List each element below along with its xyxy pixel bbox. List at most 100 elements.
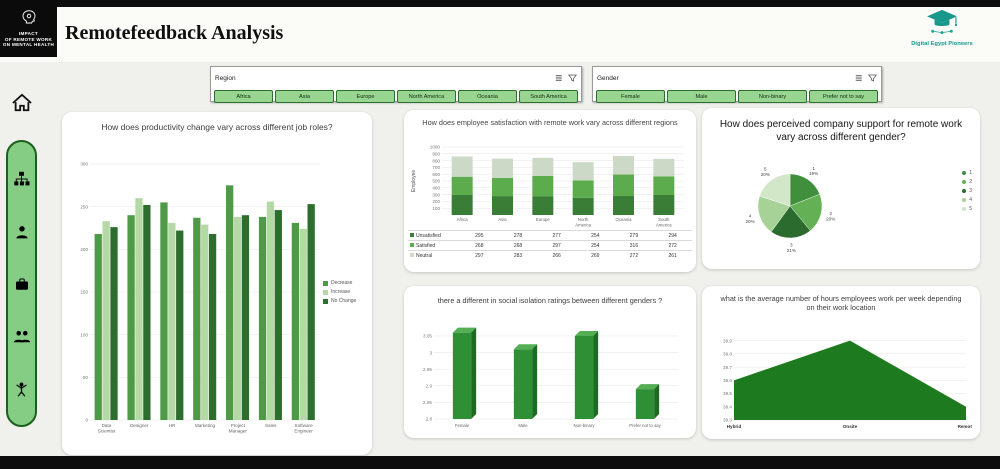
svg-text:800: 800 (432, 158, 440, 163)
stacked-segment[interactable] (492, 158, 513, 178)
region-slicer-options: Africa Asia Europe North America Oceania Sout… (211, 88, 581, 106)
stacked-segment[interactable] (492, 196, 513, 215)
legend-item[interactable]: No Change (323, 298, 369, 304)
pie-slice[interactable] (757, 195, 791, 233)
bar3d-svg: 2.8 2.85 2.9 2.95 3 3.05 Female Male Non-binary P… (423, 327, 678, 428)
stacked-segment[interactable] (653, 176, 675, 196)
legend-item[interactable]: 3 (962, 188, 972, 194)
person-icon[interactable] (14, 224, 30, 240)
svg-text:100: 100 (432, 206, 440, 211)
bar[interactable] (299, 228, 307, 420)
org-chart-icon[interactable] (13, 171, 30, 187)
bar[interactable] (266, 201, 275, 420)
briefcase-icon[interactable] (14, 277, 30, 292)
bar3d[interactable] (452, 332, 472, 419)
bar[interactable] (110, 227, 118, 420)
svg-text:321%: 3 21% (787, 242, 796, 252)
svg-text:700: 700 (432, 165, 440, 170)
stacked-segment[interactable] (613, 196, 634, 215)
svg-text:Sales: Sales (265, 423, 277, 428)
legend-item[interactable]: 4 (962, 197, 972, 203)
slicer-option-oceania[interactable]: Oceania (458, 90, 517, 103)
bar[interactable] (208, 233, 217, 420)
svg-text:3: 3 (429, 350, 432, 355)
bar[interactable] (193, 217, 201, 420)
bar[interactable] (168, 222, 176, 420)
svg-text:150: 150 (80, 290, 88, 295)
svg-text:520%: 5 20% (761, 167, 770, 177)
stacked-segment[interactable] (451, 194, 473, 215)
slicer-option-asia[interactable]: Asia (275, 90, 334, 103)
slicer-menu-icon[interactable] (555, 69, 564, 87)
pie-slice[interactable] (789, 193, 823, 231)
team-icon[interactable] (13, 329, 31, 344)
bar[interactable] (127, 215, 135, 420)
bar[interactable] (201, 224, 209, 420)
bar[interactable] (258, 216, 267, 420)
bar3d[interactable] (513, 349, 533, 419)
svg-text:Europe: Europe (536, 217, 550, 222)
bar[interactable] (226, 185, 234, 420)
stacked-segment[interactable] (451, 176, 473, 195)
area-shape[interactable] (734, 340, 966, 420)
bar[interactable] (102, 221, 110, 420)
bar[interactable] (233, 216, 242, 420)
bar[interactable] (94, 233, 102, 420)
pie-slice[interactable] (789, 173, 821, 207)
bar3d[interactable] (574, 335, 594, 419)
clear-filter-icon[interactable] (867, 69, 878, 87)
legend-item[interactable]: Decrease (323, 280, 369, 286)
bar[interactable] (160, 202, 168, 420)
bar[interactable] (274, 210, 282, 420)
stacked-segment[interactable] (532, 196, 554, 215)
stacked-segment[interactable] (532, 157, 554, 176)
svg-text:Male: Male (518, 423, 528, 428)
stacked-segment[interactable] (653, 195, 675, 215)
stacked-segment[interactable] (653, 158, 675, 177)
slicer-option-africa[interactable]: Africa (214, 90, 273, 103)
bar[interactable] (307, 204, 315, 420)
bar[interactable] (241, 215, 250, 420)
satisfaction-table: Unsatisfied 295 278 277 254 279 294 Satisfied 26… (408, 230, 692, 260)
bar[interactable] (135, 198, 143, 420)
clear-filter-icon[interactable] (567, 69, 578, 87)
svg-text:39.8: 39.8 (723, 352, 732, 357)
wellbeing-icon[interactable] (14, 381, 29, 397)
svg-text:Oceania: Oceania (615, 217, 632, 222)
stacked-segment[interactable] (613, 174, 634, 197)
hours-area-chart: 39.3 39.4 39.5 39.6 39.7 39.8 39.9 Hybrid Onsite… (710, 332, 975, 432)
legend-item[interactable]: 5 (962, 206, 972, 212)
stacked-segment[interactable] (532, 175, 554, 197)
bar[interactable] (143, 204, 151, 420)
slicer-menu-icon[interactable] (855, 69, 864, 87)
stacked-segment[interactable] (572, 197, 594, 215)
pie-slice[interactable] (759, 173, 791, 207)
bar[interactable] (176, 230, 184, 420)
region-slicer: Region Africa Asia Europe North America Ocea… (210, 66, 582, 103)
slicer-option-prefer-not-to-say[interactable]: Prefer not to say (809, 90, 878, 103)
svg-text:250: 250 (80, 204, 88, 209)
slicer-option-south-america[interactable]: South America (519, 90, 578, 103)
slicer-option-north-america[interactable]: North America (397, 90, 456, 103)
home-icon[interactable] (11, 93, 33, 118)
legend-item[interactable]: 2 (962, 179, 972, 185)
slicer-option-male[interactable]: Male (667, 90, 736, 103)
slicer-option-europe[interactable]: Europe (336, 90, 395, 103)
svg-text:1000: 1000 (430, 145, 441, 150)
stacked-segment[interactable] (613, 156, 634, 175)
bar[interactable] (291, 222, 300, 420)
slicer-option-female[interactable]: Female (596, 90, 665, 103)
pie-slice[interactable] (770, 205, 811, 239)
stacked-segment[interactable] (451, 156, 473, 177)
legend-item[interactable]: 1 (962, 170, 972, 176)
satisfaction-chart-card: How does employee satisfaction with remo… (404, 110, 696, 272)
slicer-option-non-binary[interactable]: Non-binary (738, 90, 807, 103)
legend-item[interactable]: Increase (323, 289, 369, 295)
svg-text:0: 0 (85, 418, 88, 423)
bar3d[interactable] (635, 389, 655, 419)
stacked-segment[interactable] (492, 177, 513, 197)
stacked-segment[interactable] (572, 180, 594, 198)
stacked-segment[interactable] (572, 162, 594, 181)
mental-health-logo: IMPACT OF REMOTE WORK ON MENTAL HEALTH (0, 0, 57, 57)
